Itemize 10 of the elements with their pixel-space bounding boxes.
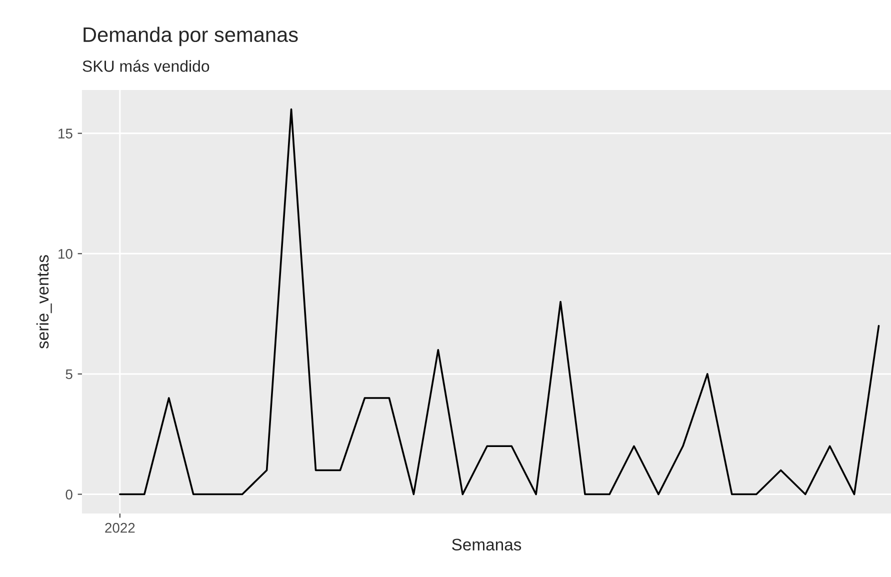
y-tick-label: 10 — [58, 248, 72, 259]
line-series — [119, 108, 880, 496]
chart-subtitle: SKU más vendido — [82, 60, 210, 72]
y-tick-label: 0 — [66, 490, 72, 500]
text: 2022 — [105, 522, 135, 533]
y-axis-title: serie_ventas — [36, 255, 52, 349]
x-axis-title: Semanas — [452, 538, 522, 551]
chart-title: Demanda por semanas — [84, 26, 298, 46]
y-tick-label: 15 — [58, 128, 72, 138]
y-tick-label: 5 — [66, 369, 72, 380]
